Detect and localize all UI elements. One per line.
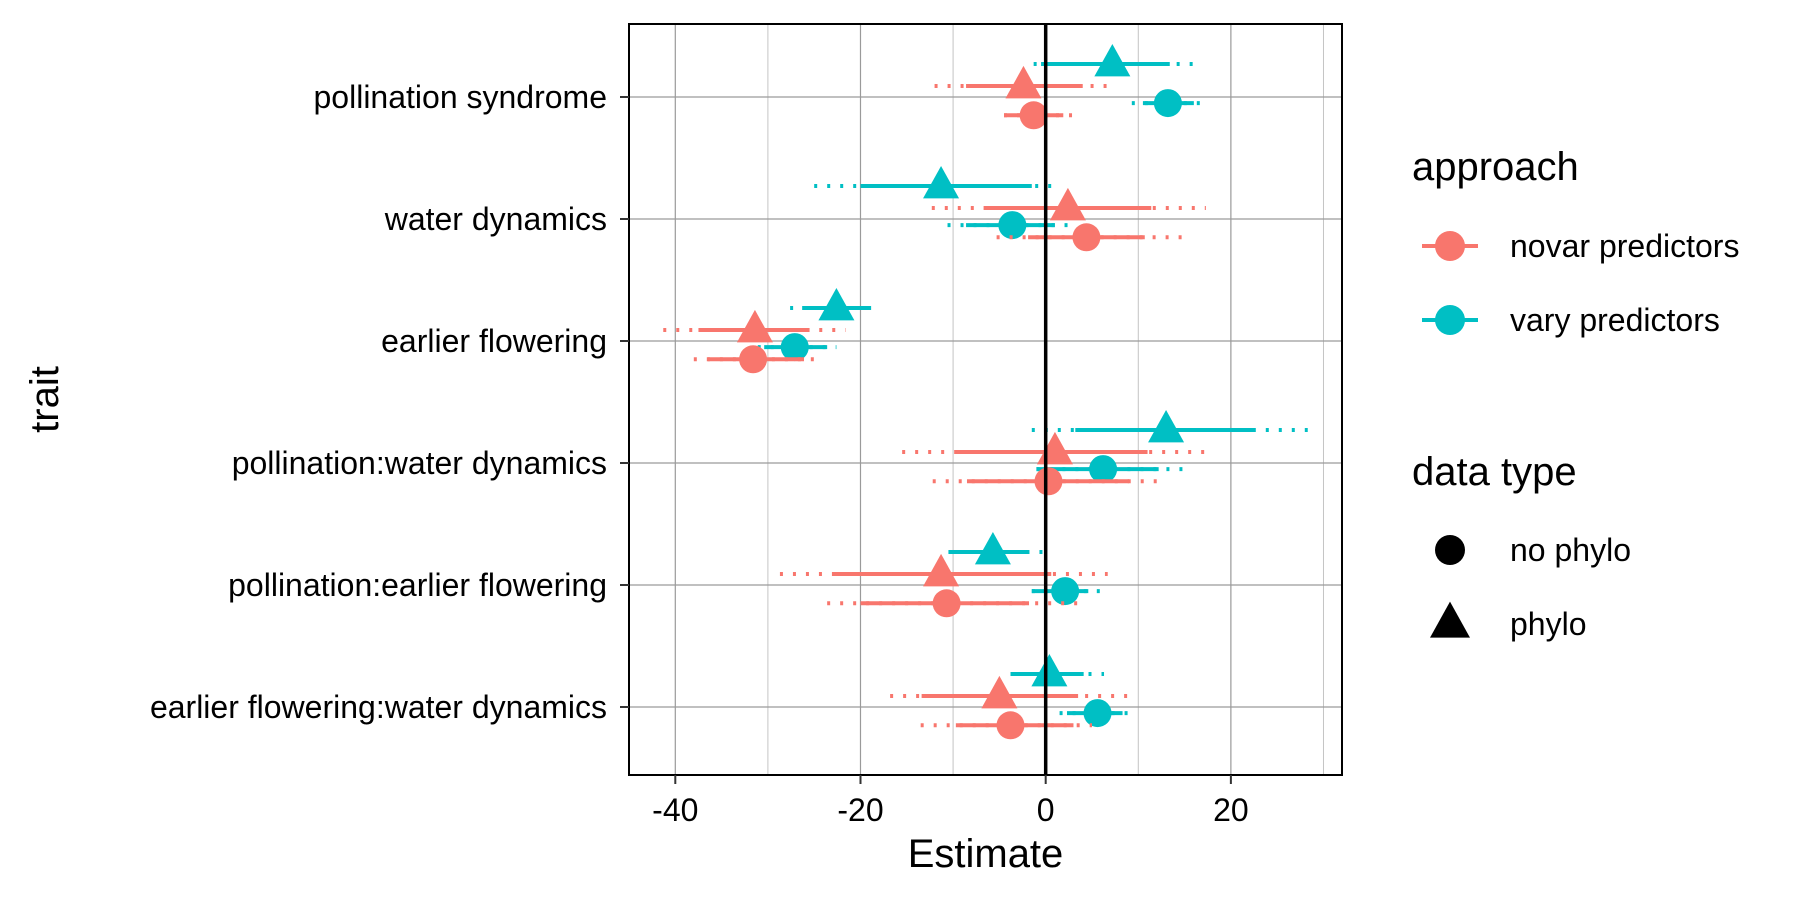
data-point-circle bbox=[1153, 89, 1182, 118]
data-point-circle bbox=[739, 345, 768, 374]
axes: -40 -20 0 20 pollination syndrome water dynam… bbox=[150, 79, 1249, 828]
data-point-triangle bbox=[1031, 653, 1068, 687]
y-axis-title: trait bbox=[23, 366, 67, 433]
y-tick-label: pollination:water dynamics bbox=[232, 445, 607, 481]
data-point-circle bbox=[932, 589, 961, 618]
x-tick-label: -20 bbox=[837, 792, 883, 828]
data-point-triangle bbox=[1036, 431, 1073, 465]
legend-key-circle bbox=[1435, 305, 1465, 335]
grid bbox=[629, 24, 1342, 775]
data-point-triangle bbox=[981, 675, 1018, 709]
x-tick-label: 20 bbox=[1213, 792, 1249, 828]
legend-key-circle bbox=[1435, 231, 1465, 261]
data-point-circle bbox=[1034, 467, 1063, 496]
y-tick-label: earlier flowering:water dynamics bbox=[150, 689, 607, 725]
y-tick-label: pollination:earlier flowering bbox=[228, 567, 607, 603]
data-point-triangle bbox=[1049, 187, 1086, 221]
data-point-circle bbox=[996, 711, 1025, 740]
legend-key-triangle bbox=[1430, 601, 1470, 638]
legend-data-type-title: data type bbox=[1412, 450, 1577, 494]
data-point-triangle bbox=[736, 309, 773, 343]
data-point-circle bbox=[1083, 699, 1112, 728]
data-point-triangle bbox=[1094, 43, 1131, 77]
data-point-triangle bbox=[923, 553, 960, 587]
legend-entry-label: novar predictors bbox=[1510, 228, 1739, 264]
data-point-circle bbox=[1019, 101, 1048, 130]
y-tick-label: pollination syndrome bbox=[314, 79, 608, 115]
legend: approach data type novar predictors vary … bbox=[1412, 145, 1739, 642]
data-point-triangle bbox=[974, 531, 1011, 565]
x-tick-label: 0 bbox=[1037, 792, 1055, 828]
data-point-circle bbox=[1051, 577, 1080, 606]
data-point-triangle bbox=[1148, 409, 1185, 443]
data-point-circle bbox=[780, 333, 809, 362]
data-point-circle bbox=[1089, 455, 1118, 484]
y-tick-label: water dynamics bbox=[384, 201, 607, 237]
data-point-triangle bbox=[818, 287, 855, 321]
plot-panel-border bbox=[628, 23, 1343, 776]
data-point-triangle bbox=[1005, 65, 1042, 99]
legend-key-circle bbox=[1435, 535, 1465, 565]
data-point-triangle bbox=[923, 165, 960, 199]
legend-entry-label: vary predictors bbox=[1510, 302, 1720, 338]
legend-entry-label: phylo bbox=[1510, 606, 1587, 642]
legend-entry-label: no phylo bbox=[1510, 532, 1631, 568]
x-axis-title: Estimate bbox=[908, 832, 1064, 876]
data-point-circle bbox=[1072, 223, 1101, 252]
plot-marks bbox=[663, 24, 1308, 775]
y-tick-label: earlier flowering bbox=[381, 323, 607, 359]
x-tick-label: -40 bbox=[652, 792, 698, 828]
data-point-circle bbox=[998, 211, 1027, 240]
legend-approach-title: approach bbox=[1412, 145, 1579, 189]
